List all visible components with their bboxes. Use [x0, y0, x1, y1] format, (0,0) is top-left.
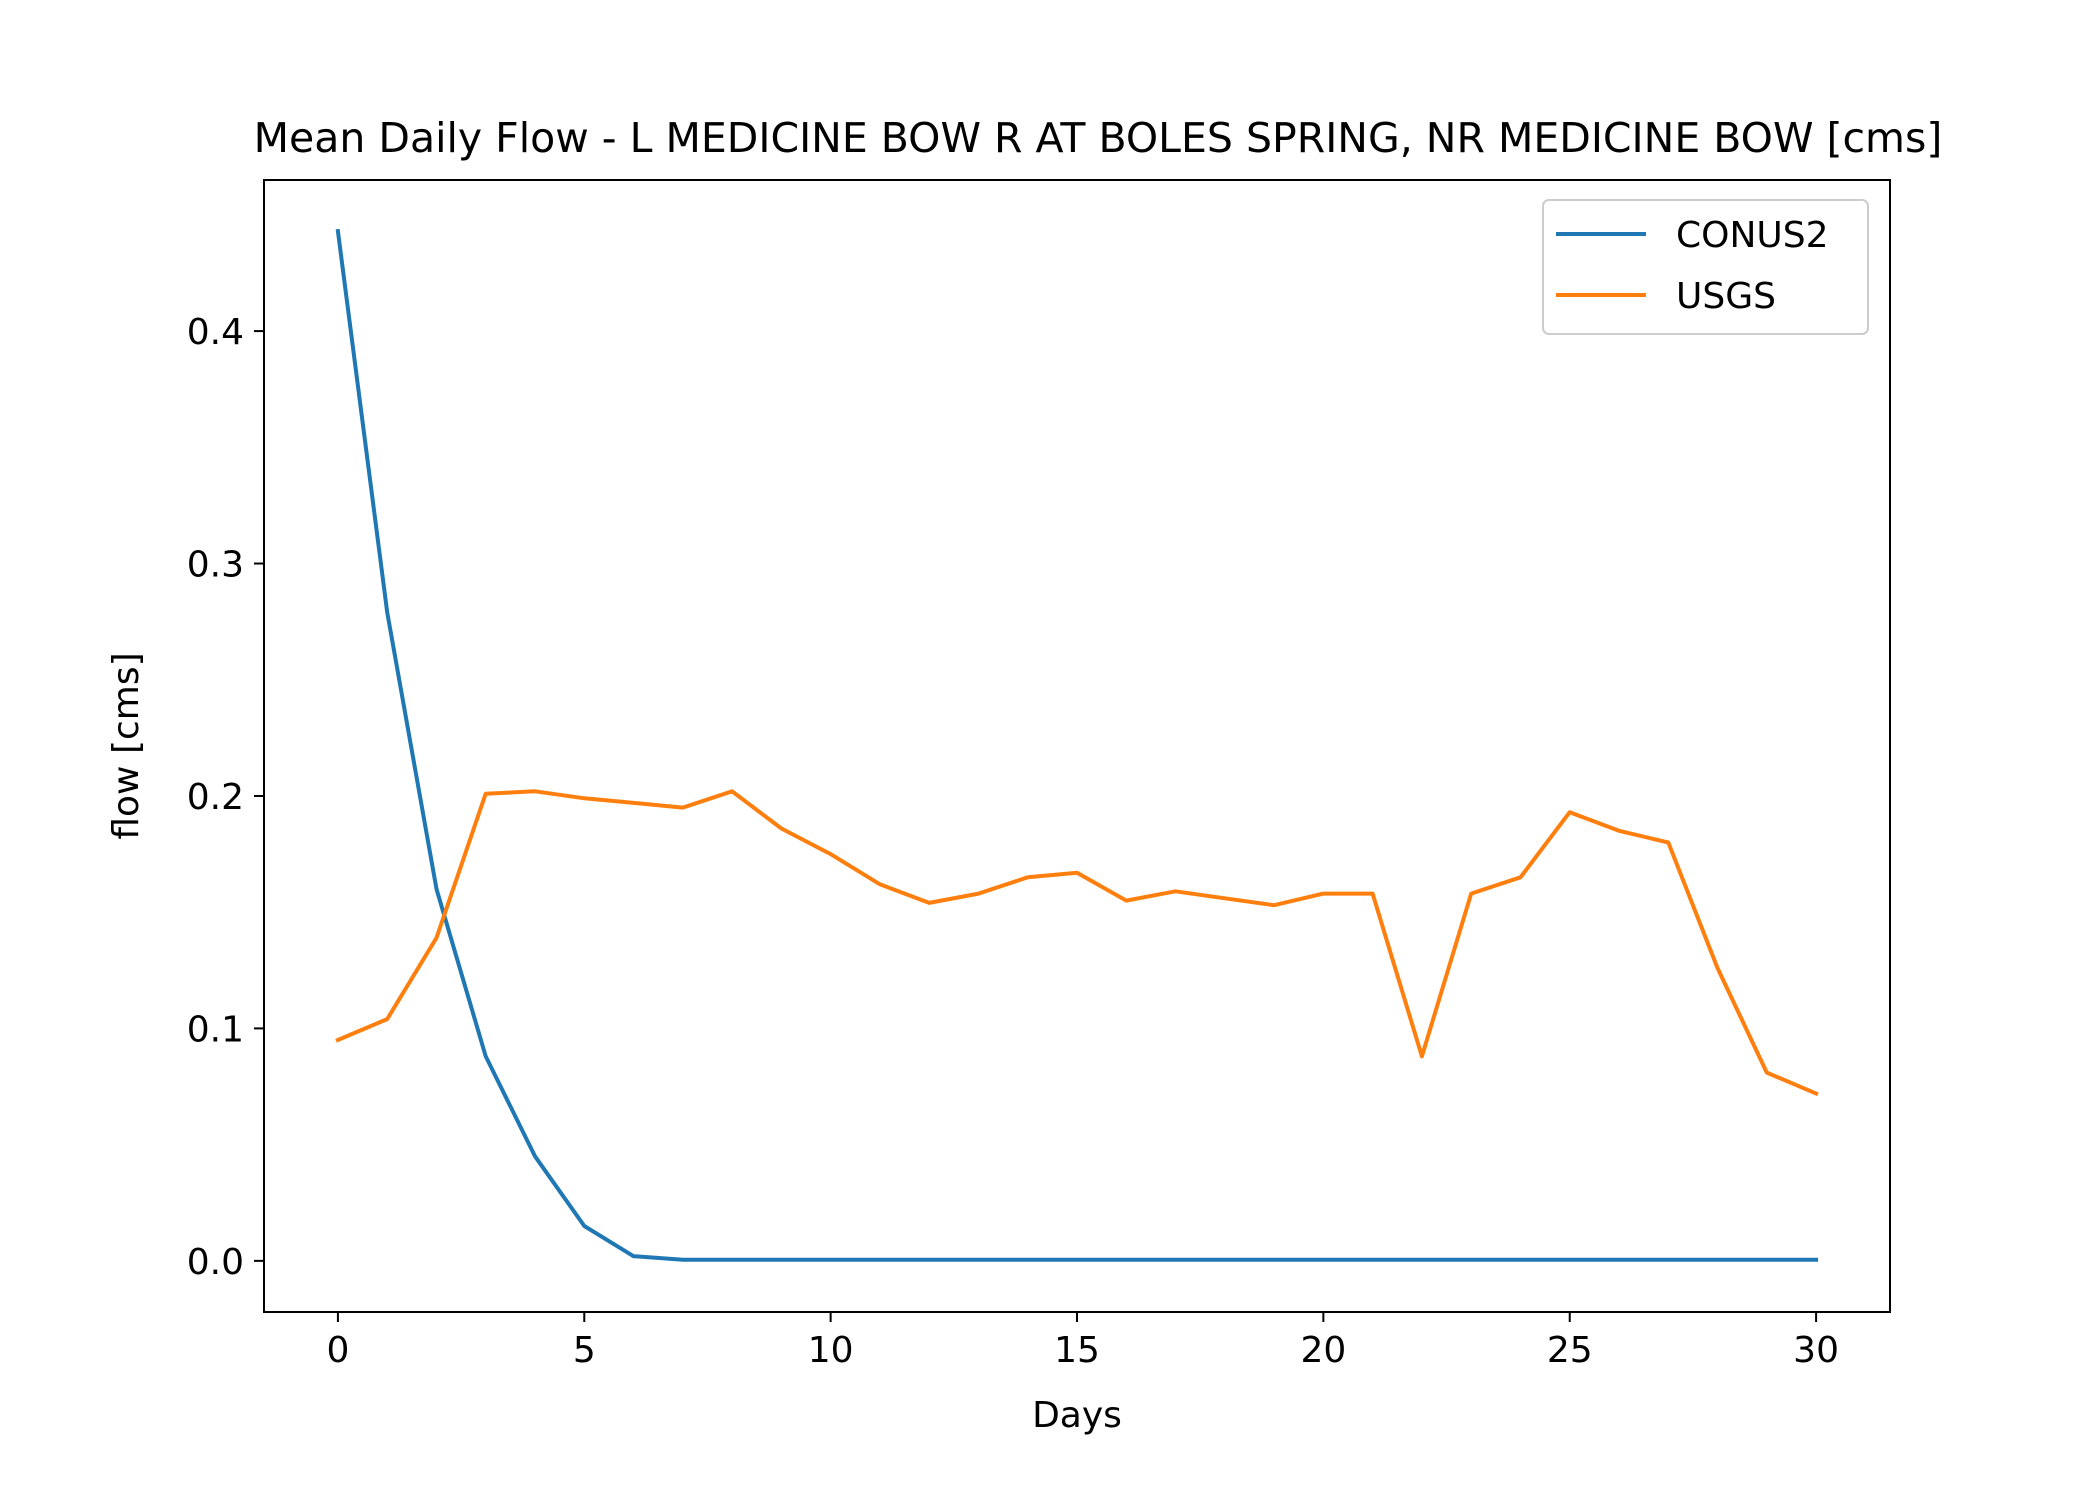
x-tick-label-10: 10: [808, 1330, 854, 1371]
series-line-usgs: [335, 789, 1819, 1097]
series-line-conus2: [335, 228, 1819, 1262]
legend-items: CONUS2 USGS: [1556, 215, 1829, 317]
plot-frame: [263, 179, 1891, 1313]
x-tick-label-5: 5: [573, 1330, 596, 1371]
y-tick-label-0: 0.0: [187, 1242, 244, 1283]
legend-label-usgs: USGS: [1676, 276, 1776, 317]
x-tick-label-20: 20: [1300, 1330, 1346, 1371]
x-axis: 0 5 10 15 20 25 30: [326, 1312, 1839, 1371]
x-tick-label-15: 15: [1054, 1330, 1100, 1371]
x-axis-label: Days: [1032, 1395, 1122, 1436]
y-tick-label-1: 0.1: [187, 1009, 244, 1050]
legend-label-conus2: CONUS2: [1676, 215, 1829, 256]
x-tick-label-0: 0: [326, 1330, 349, 1371]
y-tick-label-3: 0.3: [187, 545, 244, 586]
y-axis-label: flow [cms]: [106, 652, 147, 839]
series-lines: [335, 228, 1819, 1262]
y-tick-label-2: 0.2: [187, 777, 244, 818]
x-tick-label-25: 25: [1547, 1330, 1593, 1371]
y-tick-label-4: 0.4: [187, 312, 244, 353]
y-axis: 0.0 0.1 0.2 0.3 0.4: [187, 312, 264, 1283]
plot-area: 0 5 10 15 20 25 30 0.0 0.1 0.2 0.3 0.4: [187, 179, 1891, 1371]
legend: CONUS2 USGS: [1542, 199, 1869, 335]
chart-title: Mean Daily Flow - L MEDICINE BOW R AT BO…: [254, 114, 1943, 162]
x-tick-label-30: 30: [1793, 1330, 1839, 1371]
